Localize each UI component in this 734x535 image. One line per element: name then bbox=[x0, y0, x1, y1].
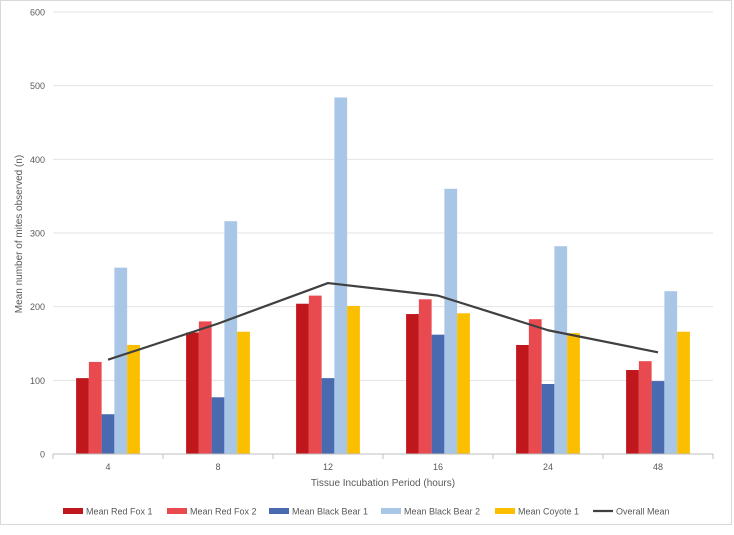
x-tick-label: 16 bbox=[433, 462, 443, 472]
y-tick-label: 300 bbox=[30, 229, 45, 239]
x-axis-label: Tissue Incubation Period (hours) bbox=[311, 478, 455, 489]
bar bbox=[444, 188, 458, 455]
bar bbox=[528, 319, 542, 454]
bar bbox=[127, 344, 140, 454]
legend-label: Mean Coyote 1 bbox=[518, 507, 579, 517]
bar-layer bbox=[76, 97, 690, 455]
bar bbox=[664, 291, 678, 454]
bar bbox=[308, 295, 322, 454]
legend-swatch bbox=[381, 508, 401, 514]
bar bbox=[651, 381, 665, 454]
bar bbox=[541, 384, 555, 454]
bar bbox=[431, 334, 445, 454]
bar bbox=[554, 246, 568, 454]
y-tick-label: 100 bbox=[30, 376, 45, 386]
bar bbox=[224, 221, 238, 454]
y-tick-label: 200 bbox=[30, 302, 45, 312]
bar bbox=[101, 414, 115, 454]
x-tick-label: 12 bbox=[323, 462, 333, 472]
bar bbox=[88, 361, 102, 454]
legend-swatch bbox=[63, 508, 83, 514]
legend-label: Mean Black Bear 1 bbox=[292, 507, 368, 517]
chart-frame: 0 100 200 300 400 500 600 4 8 12 16 24 48 Mean numbe… bbox=[0, 0, 732, 525]
bar bbox=[626, 370, 639, 454]
bar bbox=[211, 397, 225, 454]
legend-swatch bbox=[167, 508, 187, 514]
legend-label: Mean Red Fox 2 bbox=[190, 507, 257, 517]
legend-label: Overall Mean bbox=[616, 507, 670, 517]
y-tick-label: 400 bbox=[30, 155, 45, 165]
y-axis-label: Mean number of mites observed (n) bbox=[14, 155, 25, 313]
legend-swatch bbox=[495, 508, 515, 514]
bar bbox=[418, 299, 432, 454]
y-tick-label: 500 bbox=[30, 81, 45, 91]
bar bbox=[406, 314, 419, 454]
bar bbox=[638, 361, 652, 454]
grid-layer bbox=[53, 11, 713, 381]
line-layer bbox=[107, 281, 659, 361]
bar bbox=[198, 321, 212, 454]
x-tick-label: 48 bbox=[653, 462, 663, 472]
bar bbox=[334, 97, 348, 454]
legend-label: Mean Red Fox 1 bbox=[86, 507, 153, 517]
x-tick-label: 8 bbox=[215, 462, 220, 472]
bar bbox=[516, 344, 529, 454]
x-tick-label: 24 bbox=[543, 462, 553, 472]
y-tick-label: 600 bbox=[30, 8, 45, 18]
x-tick-label: 4 bbox=[105, 462, 110, 472]
bar bbox=[237, 331, 250, 454]
bar bbox=[347, 305, 360, 454]
bar bbox=[76, 378, 89, 454]
bar bbox=[114, 267, 128, 454]
bar bbox=[567, 333, 580, 454]
legend: Mean Red Fox 1 Mean Red Fox 2 Mean Black B… bbox=[63, 507, 670, 517]
bar bbox=[677, 331, 690, 454]
bar bbox=[321, 378, 335, 454]
legend-label: Mean Black Bear 2 bbox=[404, 507, 480, 517]
bar bbox=[186, 332, 199, 454]
y-tick-label: 0 bbox=[40, 450, 45, 460]
series-line bbox=[107, 281, 659, 361]
bar bbox=[457, 313, 470, 454]
legend-swatch bbox=[269, 508, 289, 514]
bar bbox=[296, 303, 309, 454]
